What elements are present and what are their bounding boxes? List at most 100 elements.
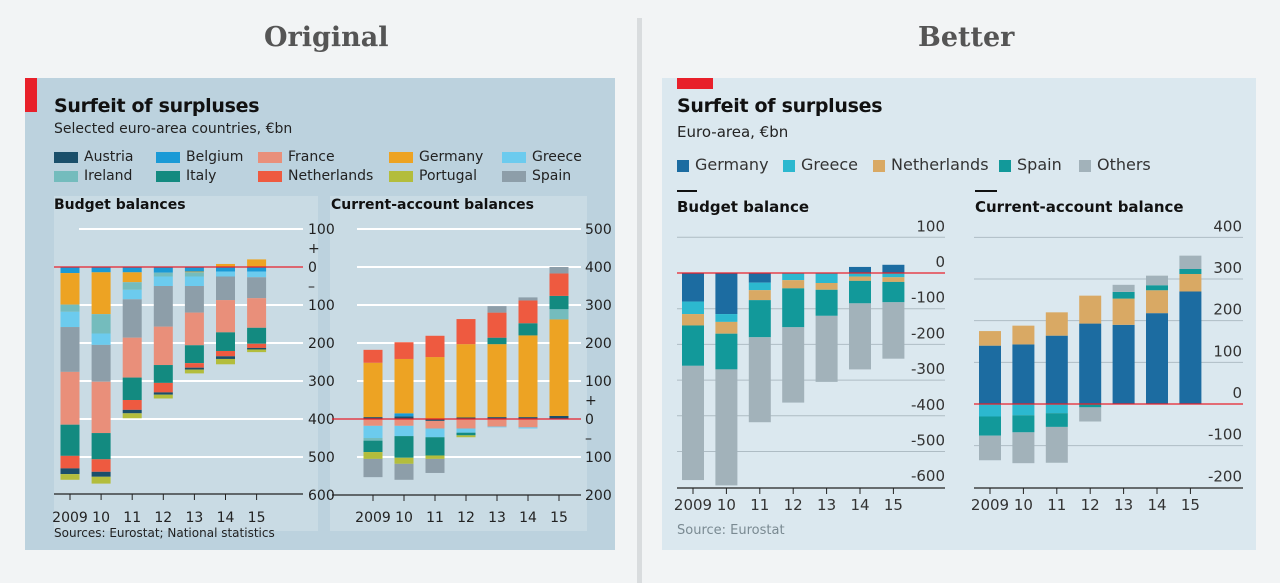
- source-note: Source: Eurostat: [677, 523, 785, 538]
- legend-label: Others: [1097, 155, 1151, 174]
- bar-segment-germany-11: [748, 273, 771, 283]
- bar-segment-netherlands-2009: [682, 314, 704, 326]
- legend-item-ireland: Ireland: [54, 168, 132, 184]
- bar-segment-ireland-12: [153, 272, 173, 277]
- bar-segment-germany-2009: [60, 273, 80, 305]
- legend-swatch: [502, 151, 526, 163]
- y-tick-label: 300: [1213, 259, 1242, 277]
- legend-swatch: [783, 159, 795, 172]
- bar-segment-netherlands-14: [518, 300, 538, 324]
- legend-label: Netherlands: [288, 168, 374, 184]
- bar-segment-germany-10: [715, 273, 738, 315]
- bar-segment-greece-15: [882, 273, 905, 278]
- y-tick-label: 100: [585, 450, 612, 466]
- bar-segment-austria-14: [216, 356, 235, 359]
- y-tick-label: -300: [911, 360, 945, 378]
- bar-segment-italy-10: [394, 436, 414, 458]
- bar-segment-greece-10: [715, 314, 738, 322]
- bar-segment-austria-12: [456, 417, 476, 419]
- bar-segment-italy-11: [425, 437, 445, 456]
- bar-segment-spain-14: [849, 280, 871, 304]
- chart-title: Surfeit of surpluses: [54, 95, 260, 117]
- legend-swatch: [1079, 159, 1091, 172]
- bar-segment-others-11: [748, 337, 771, 423]
- bar-segment-italy-13: [184, 345, 204, 364]
- y-tick-label: –: [308, 279, 315, 295]
- legend-swatch: [389, 170, 413, 182]
- x-tick-label: 15: [248, 510, 266, 526]
- y-tick-label: 200: [585, 488, 612, 504]
- bar-segment-others-13: [815, 315, 838, 382]
- bar-segment-austria-15: [247, 347, 267, 350]
- y-tick-label: 400: [308, 412, 335, 428]
- x-tick-label: 11: [426, 510, 444, 526]
- bar-segment-germany-15: [549, 319, 569, 416]
- legend-item-germany: Germany: [677, 155, 769, 174]
- bar-segment-netherlands-15: [247, 343, 267, 348]
- x-tick-label: 2009: [52, 510, 88, 526]
- bar-segment-others-10: [1012, 432, 1035, 464]
- y-tick-label: 0: [935, 253, 945, 271]
- bar-segment-netherlands-15: [1179, 273, 1202, 292]
- bar-segment-italy-13: [487, 337, 507, 345]
- bar-segment-france-13: [487, 419, 507, 427]
- x-tick-label: 12: [784, 496, 803, 514]
- bar-segment-spain-12: [782, 288, 805, 328]
- bar-segment-netherlands-10: [91, 459, 111, 472]
- bar-segment-belgium-11: [122, 267, 142, 273]
- bar-segment-germany-13: [184, 271, 204, 273]
- bar-segment-spain-12: [1079, 404, 1102, 408]
- bar-segment-belgium-10: [394, 413, 414, 417]
- ca-chart-title: Current-account balance: [975, 198, 1184, 216]
- bar-segment-germany-10: [1012, 344, 1035, 404]
- legend-label: Greece: [801, 155, 858, 174]
- bar-segment-greece-14: [518, 427, 538, 429]
- legend-label: Germany: [419, 149, 484, 165]
- bar-segment-greece-10: [1012, 404, 1035, 416]
- y-tick-label: –: [585, 431, 592, 447]
- bar-segment-germany-14: [216, 263, 235, 267]
- legend-item-netherlands: Netherlands: [873, 155, 989, 174]
- y-tick-label: 200: [308, 336, 335, 352]
- bar-segment-greece-10: [394, 425, 414, 437]
- legend-item-italy: Italy: [156, 168, 216, 184]
- legend-label: Belgium: [186, 149, 244, 165]
- bar-segment-italy-2009: [60, 424, 80, 456]
- bar-segment-italy-15: [247, 327, 267, 344]
- bar-segment-greece-13: [815, 273, 838, 283]
- legend-swatch: [502, 170, 526, 182]
- bar-segment-others-14: [849, 303, 871, 370]
- y-tick-label: 100: [916, 217, 945, 235]
- bar-segment-france-2009: [363, 419, 383, 426]
- legend-swatch: [677, 159, 689, 172]
- better-heading: Better: [918, 22, 1015, 53]
- bar-segment-netherlands-2009: [979, 331, 1001, 346]
- bar-segment-greece-13: [487, 426, 507, 428]
- bar-segment-netherlands-11: [1045, 312, 1068, 336]
- bar-segment-greece-2009: [60, 311, 80, 328]
- bar-segment-netherlands-12: [456, 319, 476, 345]
- bar-segment-spain-14: [216, 276, 235, 301]
- legend-label: Greece: [532, 149, 582, 165]
- bar-segment-others-2009: [682, 365, 704, 481]
- red-tag: [677, 78, 713, 89]
- y-tick-label: -600: [911, 467, 945, 485]
- bar-segment-belgium-13: [184, 267, 204, 272]
- bar-segment-spain-2009: [363, 458, 383, 478]
- bar-segment-others-11: [1045, 426, 1068, 463]
- x-tick-label: 2009: [674, 496, 712, 514]
- x-tick-label: 14: [217, 510, 235, 526]
- legend-item-germany: Germany: [389, 149, 483, 165]
- bar-segment-netherlands-14: [1146, 290, 1168, 314]
- bar-segment-france-12: [456, 419, 476, 429]
- x-tick-label: 11: [750, 496, 769, 514]
- chart-title: Surfeit of surpluses: [677, 95, 883, 117]
- title-rule: [975, 190, 997, 192]
- bar-segment-others-10: [715, 369, 738, 486]
- bar-segment-others-14: [1146, 275, 1168, 286]
- legend-label: Ireland: [84, 168, 133, 184]
- bar-segment-austria-13: [184, 367, 204, 370]
- y-tick-label: 100: [1213, 342, 1242, 360]
- bar-segment-spain-12: [153, 286, 173, 327]
- x-tick-label: 15: [1181, 496, 1200, 514]
